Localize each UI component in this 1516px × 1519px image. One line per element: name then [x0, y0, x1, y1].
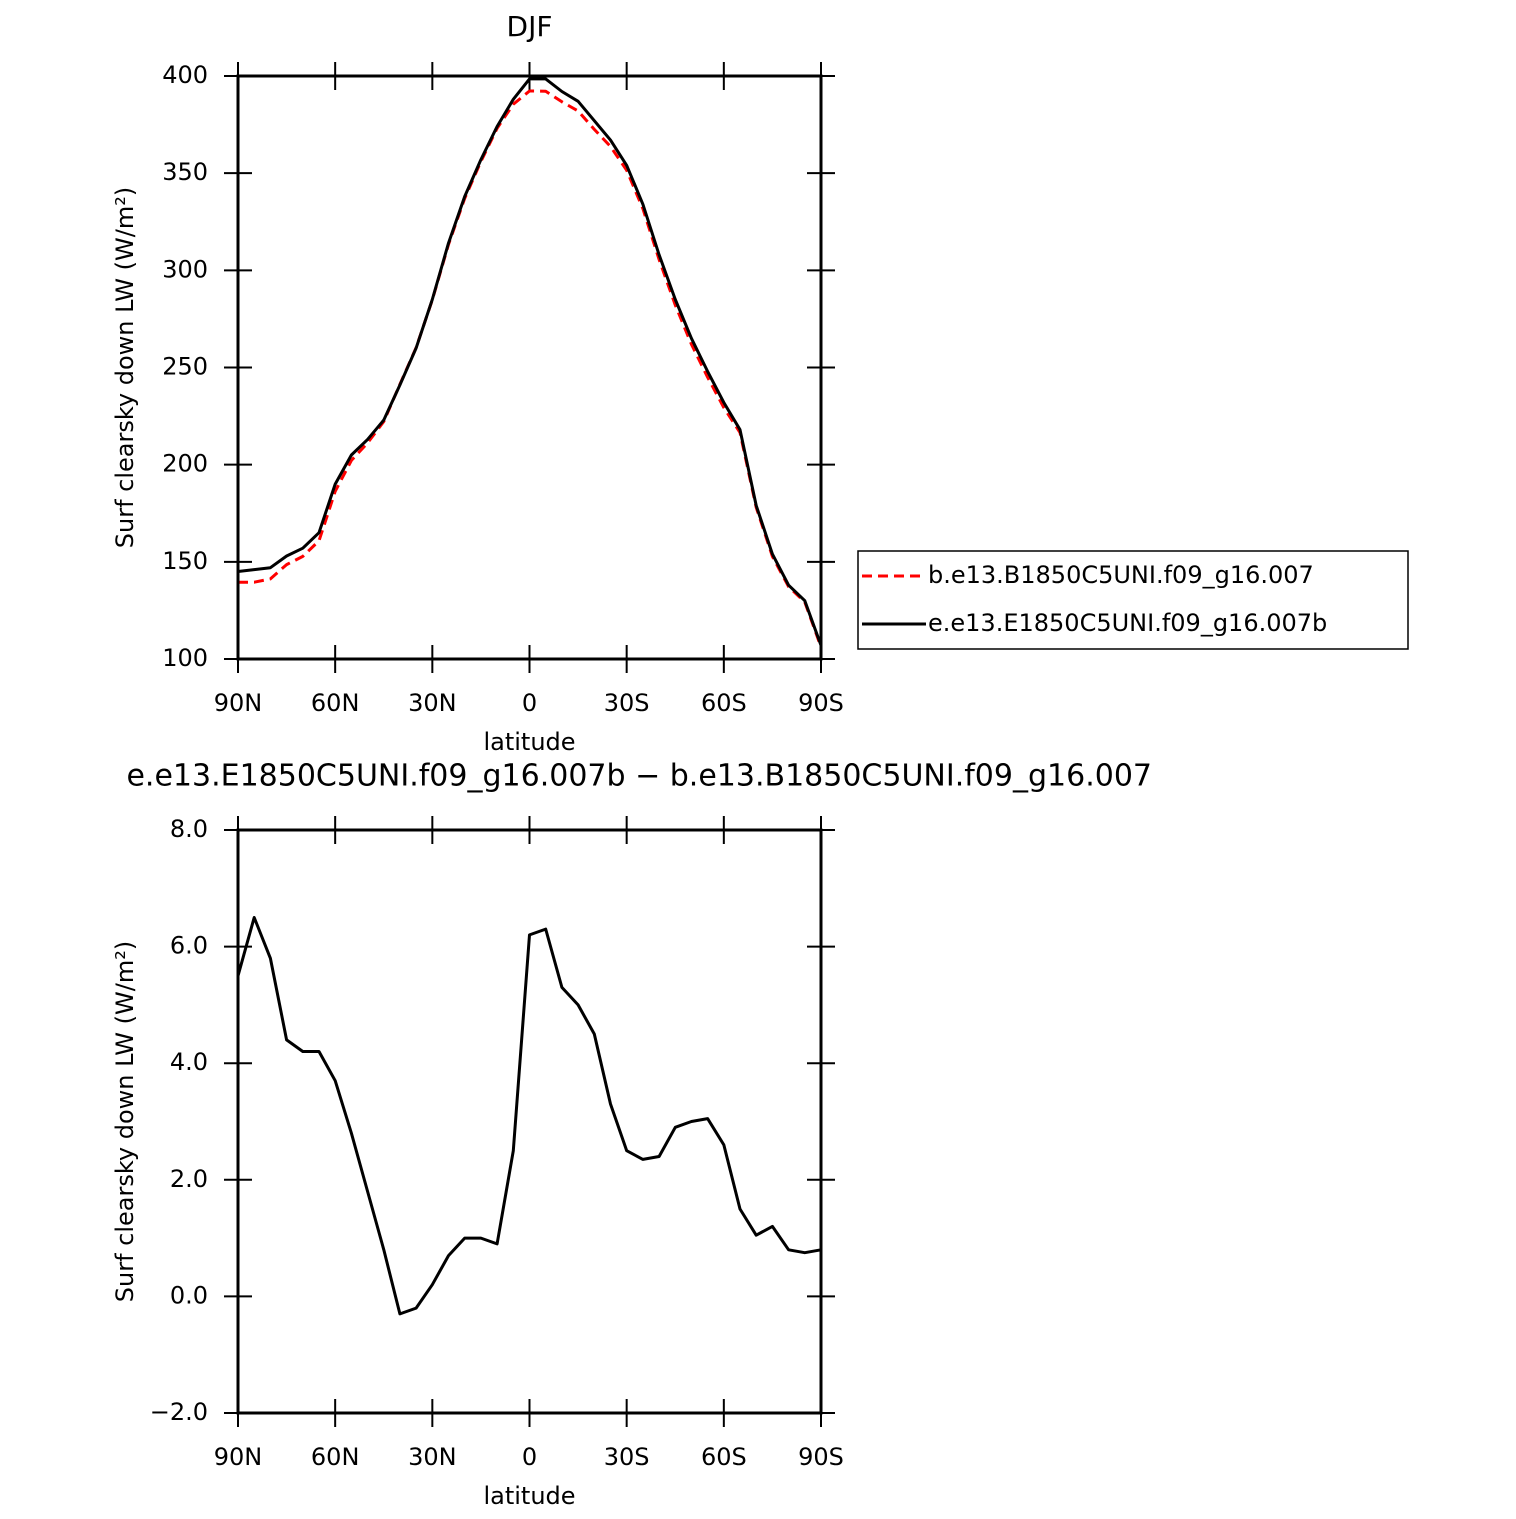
x-axis-label: latitude	[483, 728, 575, 756]
y-tick-label: 8.0	[170, 815, 208, 843]
x-tick-label: 60N	[311, 1443, 360, 1471]
y-tick-label: −2.0	[150, 1398, 208, 1426]
y-tick-label: 350	[162, 158, 208, 186]
y-axis-label: Surf clearsky down LW (W/m²)	[111, 941, 139, 1302]
x-tick-label: 90S	[798, 689, 844, 717]
x-tick-label: 0	[522, 1443, 537, 1471]
y-tick-label: 250	[162, 353, 208, 381]
y-tick-label: 200	[162, 450, 208, 478]
legend-box	[857, 550, 1409, 650]
legend-label: b.e13.B1850C5UNI.f09_g16.007	[928, 561, 1314, 589]
x-tick-label: 60S	[701, 689, 747, 717]
y-tick-label: 300	[162, 255, 208, 283]
x-axis-label: latitude	[483, 1482, 575, 1510]
y-tick-label: 100	[162, 644, 208, 672]
y-axis-label: Surf clearsky down LW (W/m²)	[111, 187, 139, 548]
data-line	[236, 916, 822, 1316]
x-tick-label: 30S	[604, 689, 650, 717]
data-line	[237, 77, 823, 646]
y-tick-label: 400	[162, 61, 208, 89]
y-tick-label: 4.0	[170, 1048, 208, 1076]
y-tick-label: 6.0	[170, 932, 208, 960]
x-tick-label: 0	[522, 689, 537, 717]
y-tick-label: 0.0	[170, 1281, 208, 1309]
x-tick-label: 90N	[214, 1443, 263, 1471]
plot-frame	[236, 74, 823, 661]
data-line	[238, 89, 823, 648]
y-tick-label: 150	[162, 547, 208, 575]
x-tick-label: 60S	[701, 1443, 747, 1471]
legend-label: e.e13.E1850C5UNI.f09_g16.007b	[928, 609, 1327, 637]
x-tick-label: 90N	[214, 689, 263, 717]
chart-title: e.e13.E1850C5UNI.f09_g16.007b − b.e13.B1…	[126, 759, 1152, 794]
x-tick-label: 90S	[798, 1443, 844, 1471]
x-tick-label: 30S	[604, 1443, 650, 1471]
x-tick-label: 30N	[408, 689, 457, 717]
x-tick-label: 30N	[408, 1443, 457, 1471]
x-tick-label: 60N	[311, 689, 360, 717]
chart-title: DJF	[507, 10, 553, 43]
plot-frame	[236, 828, 823, 1415]
y-tick-label: 2.0	[170, 1165, 208, 1193]
